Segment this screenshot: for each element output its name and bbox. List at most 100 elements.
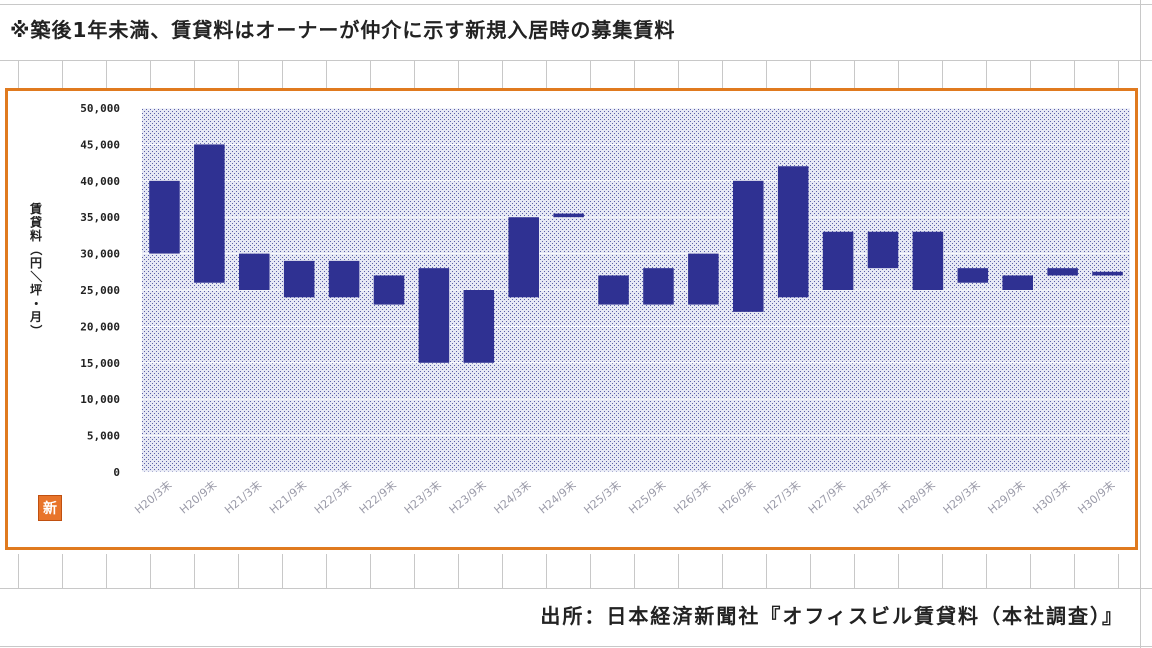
x-tick-label: H24/3末 [491,478,534,517]
y-tick-label: 0 [113,466,120,479]
x-tick-label: H26/3末 [671,478,714,517]
y-tick-label: 50,000 [80,102,120,115]
x-tick-label: H27/9末 [805,478,848,517]
nikkei-logo-icon: 新 [38,495,62,521]
page-gridline [238,554,239,588]
page-gridline [810,60,811,88]
page-gridline [766,60,767,88]
page-gridline [282,554,283,588]
bar [777,166,809,298]
page-gridline [414,554,415,588]
page-gridline [370,60,371,88]
x-tick-label: H30/3末 [1030,478,1073,517]
y-axis-label-char: ・ [29,297,43,309]
page-gridline [0,60,1152,61]
x-tick-label: H28/3末 [850,478,893,517]
x-tick-label: H23/3末 [401,478,444,517]
bar [1047,268,1078,276]
page-gridline [458,60,459,88]
bar [957,268,989,283]
page-gridline [1140,0,1141,648]
page-gridline [106,554,107,588]
page-gridline [150,554,151,588]
y-axis-label-char: ／ [29,270,44,282]
page-gridline [0,646,1152,647]
x-tick-label: H29/9末 [985,478,1028,517]
page-gridline [326,554,327,588]
bar [553,213,584,218]
bar [733,180,764,312]
page-gridline [1118,60,1119,88]
page-gridline [194,554,195,588]
page-gridline [18,554,19,588]
x-axis-ticks: H20/3末 H20/9末 H21/3末 H21/9末 H22/3末 H22/9末 H23/… [132,478,1118,517]
x-tick-label: H23/9末 [446,478,489,517]
y-tick-label: 20,000 [80,320,120,333]
bar [688,253,719,305]
page-gridline [194,60,195,88]
y-tick-label: 35,000 [80,211,120,224]
page-gridline [326,60,327,88]
page-gridline [854,554,855,588]
page-gridline [590,60,591,88]
bar [1002,275,1033,290]
bar [643,268,674,305]
page-gridline [590,554,591,588]
bar [283,260,315,298]
page-gridline [722,60,723,88]
chart-svg: 50,000 45,000 40,000 35,000 30,000 25,000 20,0… [29,102,1130,517]
bar [1092,271,1123,276]
y-axis-label-char: 料 [30,228,42,243]
page-gridline [1074,554,1075,588]
y-axis-label: 賃貸料（円／坪・月） [29,201,44,337]
page-gridline [502,60,503,88]
x-tick-label: H29/3末 [940,478,983,517]
page-gridline [854,60,855,88]
chart-note: ※築後1年未満、賃貸料はオーナーが仲介に示す新規入居時の募集賃料 [10,18,676,42]
x-tick-label: H20/3末 [132,478,175,517]
x-tick-label: H22/9末 [356,478,399,517]
y-tick-label: 5,000 [87,430,120,443]
x-tick-label: H25/9末 [626,478,669,517]
x-tick-label: H25/3末 [581,478,624,517]
page-gridline [62,554,63,588]
page-gridline [986,60,987,88]
y-axis-ticks: 50,000 45,000 40,000 35,000 30,000 25,000 20,0… [80,102,120,479]
x-tick-label: H21/3末 [222,478,265,517]
chart-frame: 50,000 45,000 40,000 35,000 30,000 25,000 20,0… [5,88,1138,550]
page-gridline [150,60,151,88]
x-tick-label: H30/9末 [1075,478,1118,517]
x-tick-label: H28/9末 [895,478,938,517]
y-tick-label: 15,000 [80,357,120,370]
page-gridline [766,554,767,588]
page-gridline [0,4,1152,5]
page-gridline [942,60,943,88]
x-tick-label: H26/9末 [716,478,759,517]
page-gridline [546,60,547,88]
page-gridline [1118,554,1119,588]
y-axis-label-char: 賃 [29,201,42,216]
page-gridline [1030,554,1031,588]
y-tick-label: 45,000 [80,138,120,151]
bar [239,253,270,290]
y-axis-label-char: 円 [30,256,42,270]
x-tick-label: H27/3末 [760,478,803,517]
x-tick-label: H20/9末 [177,478,220,517]
x-tick-label: H21/9末 [266,478,309,517]
y-tick-label: 25,000 [80,284,120,297]
bar [373,275,405,305]
y-axis-label-char: 坪 [30,283,42,297]
page-gridline [1074,60,1075,88]
x-tick-label: H22/3末 [311,478,354,517]
page-gridline [370,554,371,588]
page-gridline [898,60,899,88]
page-gridline [722,554,723,588]
y-axis-label-char: （ [29,243,44,255]
bar [463,290,495,363]
page-gridline [282,60,283,88]
bars [149,144,1123,363]
y-axis-label-char: 貸 [30,215,42,230]
page-gridline [18,60,19,88]
y-tick-label: 10,000 [80,393,120,406]
page-gridline [678,554,679,588]
